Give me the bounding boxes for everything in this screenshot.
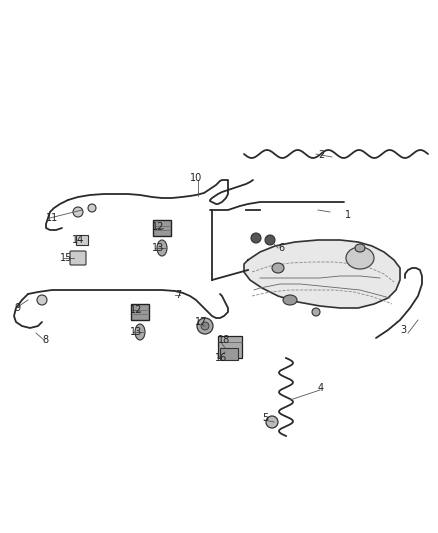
Text: 18: 18 bbox=[218, 335, 230, 345]
Ellipse shape bbox=[265, 235, 275, 245]
Text: 4: 4 bbox=[318, 383, 324, 393]
Text: 7: 7 bbox=[175, 290, 181, 300]
Ellipse shape bbox=[251, 233, 261, 243]
Text: 14: 14 bbox=[72, 235, 84, 245]
Text: 11: 11 bbox=[46, 213, 58, 223]
Text: 5: 5 bbox=[262, 413, 268, 423]
Polygon shape bbox=[244, 240, 400, 308]
Ellipse shape bbox=[73, 207, 83, 217]
Ellipse shape bbox=[346, 247, 374, 269]
Text: 3: 3 bbox=[400, 325, 406, 335]
Text: 16: 16 bbox=[215, 353, 227, 363]
Text: 8: 8 bbox=[42, 335, 48, 345]
Text: 10: 10 bbox=[190, 173, 202, 183]
Text: 2: 2 bbox=[318, 150, 324, 160]
Bar bbox=[76, 235, 88, 245]
Text: 9: 9 bbox=[14, 303, 20, 313]
Bar bbox=[131, 304, 149, 320]
Ellipse shape bbox=[201, 322, 209, 330]
Bar bbox=[218, 336, 242, 358]
Ellipse shape bbox=[88, 204, 96, 212]
Ellipse shape bbox=[312, 308, 320, 316]
Ellipse shape bbox=[135, 324, 145, 340]
Text: 1: 1 bbox=[345, 210, 351, 220]
Bar bbox=[153, 220, 171, 236]
Text: 6: 6 bbox=[278, 243, 284, 253]
Ellipse shape bbox=[37, 295, 47, 305]
Ellipse shape bbox=[283, 295, 297, 305]
Bar bbox=[220, 348, 238, 360]
Ellipse shape bbox=[355, 244, 365, 252]
Text: 15: 15 bbox=[60, 253, 72, 263]
Text: 12: 12 bbox=[130, 305, 142, 315]
Text: 17: 17 bbox=[195, 317, 207, 327]
Ellipse shape bbox=[197, 318, 213, 334]
Text: 13: 13 bbox=[152, 243, 164, 253]
Text: 12: 12 bbox=[152, 222, 164, 232]
Ellipse shape bbox=[157, 240, 167, 256]
Ellipse shape bbox=[266, 416, 278, 428]
Text: 13: 13 bbox=[130, 327, 142, 337]
FancyBboxPatch shape bbox=[70, 251, 86, 265]
Ellipse shape bbox=[272, 263, 284, 273]
